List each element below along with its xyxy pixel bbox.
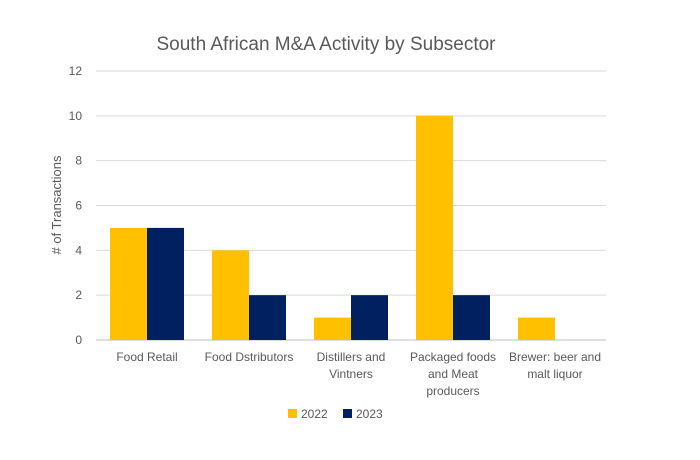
chart-title: South African M&A Activity by Subsector bbox=[157, 34, 497, 55]
bar-2022-0 bbox=[110, 227, 147, 340]
x-tick-label: Distillers and Vintners bbox=[317, 350, 386, 381]
bar-2023-3 bbox=[453, 295, 490, 340]
bar-2023-0 bbox=[147, 227, 184, 340]
legend-label-2023: 2023 bbox=[356, 407, 383, 421]
x-tick-label: Brewer: beer and malt liquor bbox=[509, 350, 601, 381]
legend-swatch-2023 bbox=[343, 409, 352, 418]
legend-swatch-2022 bbox=[288, 409, 297, 418]
bar-2022-1 bbox=[212, 250, 249, 340]
x-tick-label: Food Dstributors bbox=[205, 350, 294, 364]
legend-label-2022: 2022 bbox=[301, 407, 328, 421]
bar-2022-2 bbox=[314, 317, 351, 340]
legend: 2022 2023 bbox=[288, 407, 383, 421]
bar-2022-3 bbox=[416, 115, 453, 340]
x-tick-label: Food Retail bbox=[116, 350, 177, 364]
y-tick-label: 2 bbox=[75, 288, 82, 302]
bar-2022-4 bbox=[518, 317, 555, 340]
x-tick-labels: Food Retail Food Dstributors Distillers an… bbox=[116, 350, 601, 398]
y-tick-label: 12 bbox=[69, 64, 83, 78]
y-tick-label: 6 bbox=[75, 199, 82, 213]
y-tick-labels: 0 2 4 6 8 10 12 bbox=[69, 64, 83, 347]
y-axis-label: # of Transactions bbox=[49, 155, 64, 254]
y-tick-label: 4 bbox=[75, 243, 82, 257]
x-tick-label: Packaged foods and Meat producers bbox=[410, 350, 496, 398]
y-tick-label: 8 bbox=[75, 154, 82, 168]
bar-2023-1 bbox=[249, 295, 286, 340]
y-tick-label: 0 bbox=[75, 333, 82, 347]
bars bbox=[110, 115, 555, 340]
y-tick-label: 10 bbox=[69, 109, 83, 123]
bar-2023-2 bbox=[351, 295, 388, 340]
